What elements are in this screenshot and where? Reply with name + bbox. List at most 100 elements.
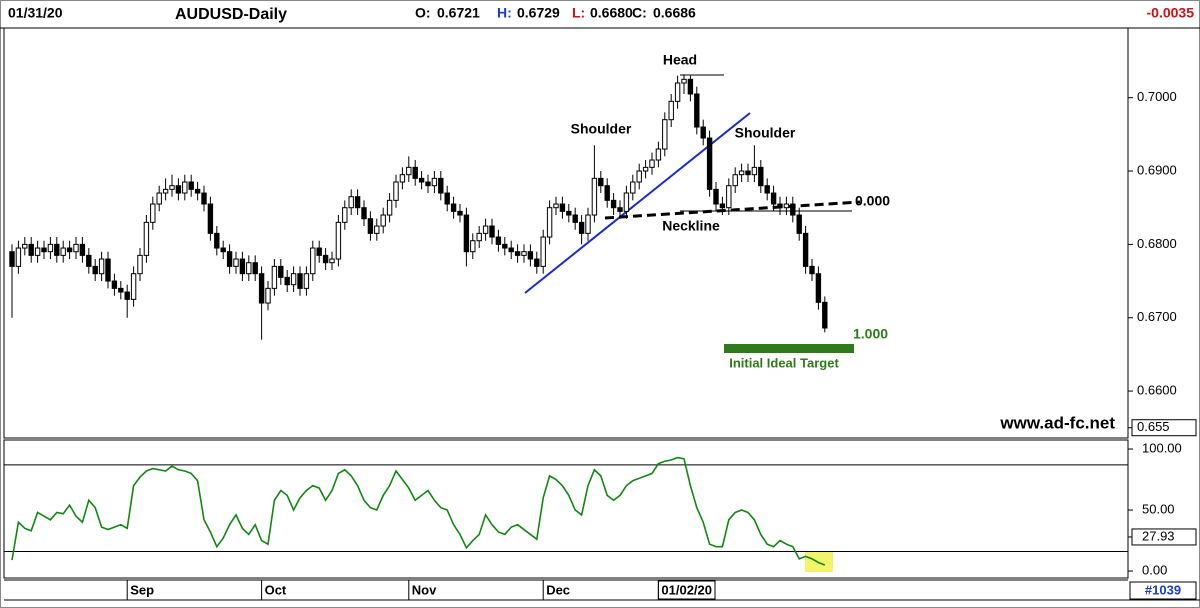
candle-body [169, 185, 175, 190]
candle-body [92, 265, 98, 275]
chart-id-box [1129, 581, 1197, 600]
candle-body [130, 273, 137, 300]
candle-body [598, 177, 604, 187]
candle-body [431, 177, 438, 187]
candle-body [591, 177, 598, 216]
y-tick-label: 0.6600 [1137, 382, 1177, 397]
x-tick-box [657, 580, 716, 600]
candle-body [412, 166, 418, 179]
candle-body [156, 192, 162, 205]
candle-body [406, 166, 412, 176]
y-tick-label: 0.7000 [1137, 89, 1177, 104]
candle-body [98, 258, 105, 275]
candle-body [290, 273, 297, 286]
candle-body [386, 199, 393, 216]
candle-body [566, 210, 572, 216]
candle-body [438, 177, 444, 194]
candle-body [226, 251, 233, 267]
chart-title: AUDUSD-Daily [175, 6, 287, 23]
candle-body [617, 207, 623, 212]
candle-body [28, 243, 34, 256]
candle-body [79, 243, 86, 256]
candle-body [495, 236, 502, 245]
candle-body [796, 214, 802, 234]
candle-body [790, 203, 796, 216]
candle-body [252, 262, 258, 275]
candle-body [342, 207, 348, 223]
candle-body [642, 166, 649, 172]
candle-body [457, 210, 463, 216]
candle-body [508, 247, 514, 253]
candle-body [777, 203, 783, 209]
candle-body [822, 301, 828, 329]
candle-body [188, 181, 194, 190]
head-label: Head [663, 52, 697, 68]
candle-body [770, 192, 777, 205]
fib-label: 1.000 [853, 326, 888, 342]
candle-body [815, 273, 822, 303]
candle-body [246, 262, 252, 275]
candle-body [137, 254, 143, 275]
candle-body [34, 247, 41, 256]
x-tick-label: 01/02/20 [661, 582, 712, 597]
candle-body [15, 247, 22, 267]
candle-body [687, 78, 694, 95]
candle-body [694, 93, 700, 128]
shoulder-label: Shoulder [735, 125, 796, 141]
candle-body [22, 243, 28, 249]
candle-body [540, 236, 546, 267]
candle-body [809, 265, 815, 275]
candle-body [726, 185, 732, 209]
candle-body [258, 273, 265, 304]
neckline-label: Neckline [662, 218, 720, 234]
candle-body [738, 170, 745, 176]
candle-body [47, 243, 54, 253]
candle-body [578, 221, 585, 234]
candle-body [194, 188, 201, 194]
candle-body [41, 247, 47, 253]
candle-body [284, 276, 290, 286]
chart-id: #1039 [1145, 582, 1181, 597]
candle-body [732, 174, 738, 187]
candle-body [553, 203, 559, 209]
y-tick-label: 0.6800 [1137, 236, 1177, 251]
candle-body [476, 232, 482, 242]
candle-body [329, 258, 335, 264]
candle-body [681, 78, 687, 84]
candle-body [610, 199, 617, 209]
target-label: Initial Ideal Target [729, 355, 839, 370]
candle-body [182, 181, 188, 194]
candle-body [745, 170, 751, 176]
candle-body [374, 225, 380, 234]
y-tick-label: 0.00 [1142, 562, 1167, 577]
candle-body [303, 273, 310, 289]
candle-body [662, 119, 668, 150]
oscillator-panel [3, 439, 1129, 579]
candle-body [463, 214, 470, 253]
high-label: H: [497, 5, 512, 21]
website: www.ad-fc.net [999, 413, 1115, 432]
candle-body [207, 203, 214, 234]
y-tick-label: 0.6700 [1137, 309, 1177, 324]
candle-body [111, 280, 118, 289]
candle-body [527, 251, 534, 260]
candle-body [636, 170, 642, 183]
candle-body [380, 214, 386, 227]
candle-body [514, 251, 521, 256]
price-panel [3, 27, 1129, 439]
candle-body [118, 287, 124, 293]
x-tick-label: Sep [130, 582, 154, 597]
candle-body [310, 247, 316, 275]
candle-body [585, 214, 591, 234]
candle-body [393, 181, 399, 201]
candle-body [630, 181, 636, 194]
candle-body [764, 185, 770, 194]
candle-body [201, 192, 207, 205]
fib-label: 0.000 [855, 193, 890, 209]
y-tick-label: 0.6900 [1137, 162, 1177, 177]
low-label: L: [572, 5, 585, 21]
candle-body [297, 273, 303, 289]
candle-body [655, 148, 662, 161]
candle-body [444, 192, 450, 205]
candle-body [143, 221, 150, 256]
